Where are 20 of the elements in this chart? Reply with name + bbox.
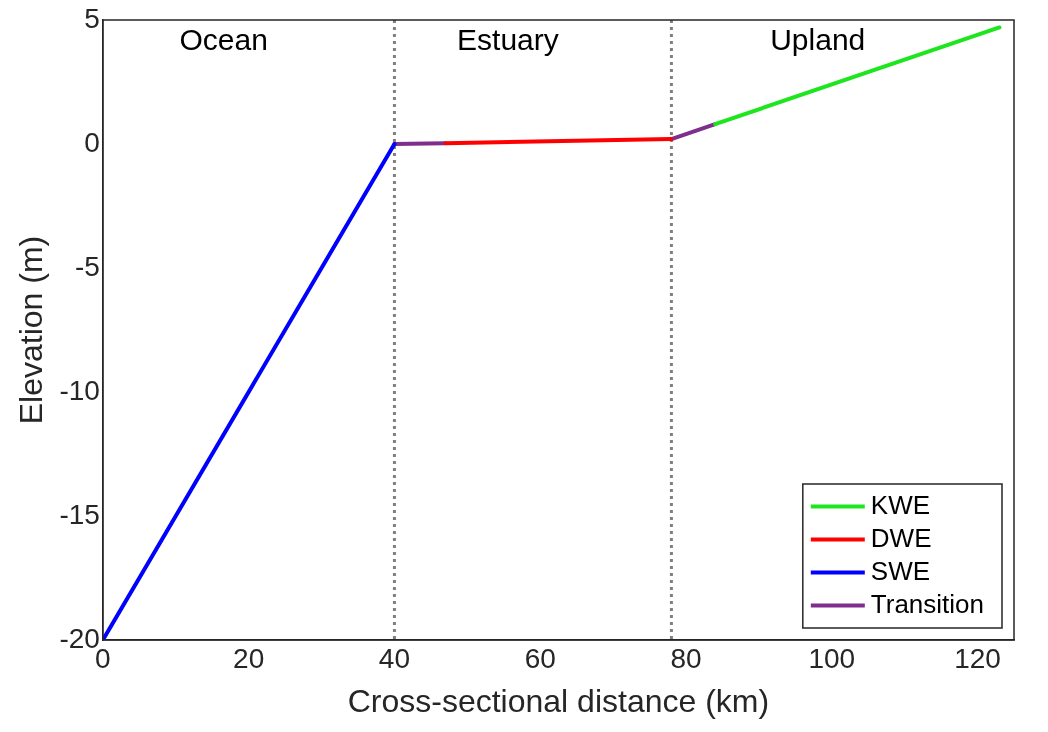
x-tick-label: 40 (378, 642, 411, 674)
x-tick-label: 20 (233, 642, 265, 674)
annotation: Upland (770, 23, 866, 57)
x-tick-label: 80 (670, 642, 702, 674)
y-axis-title: Elevation (m) (13, 235, 50, 425)
y-tick-label: -15 (59, 498, 100, 530)
x-tick-label: 120 (954, 642, 1001, 674)
x-tick-label: 60 (524, 642, 556, 674)
legend-label: SWE (870, 555, 931, 586)
legend-label: KWE (870, 489, 931, 520)
y-tick-label: -10 (59, 374, 100, 406)
annotation: Estuary (457, 23, 559, 57)
y-tick-label: 5 (84, 2, 100, 34)
legend-label: DWE (870, 522, 932, 553)
y-tick-label: -5 (74, 250, 100, 282)
x-axis-title: Cross-sectional distance (km) (347, 682, 770, 719)
legend-label: Transition (870, 588, 985, 619)
x-tick-label: 100 (808, 642, 856, 674)
annotation: Ocean (179, 23, 268, 57)
y-tick-label: 0 (84, 126, 100, 158)
